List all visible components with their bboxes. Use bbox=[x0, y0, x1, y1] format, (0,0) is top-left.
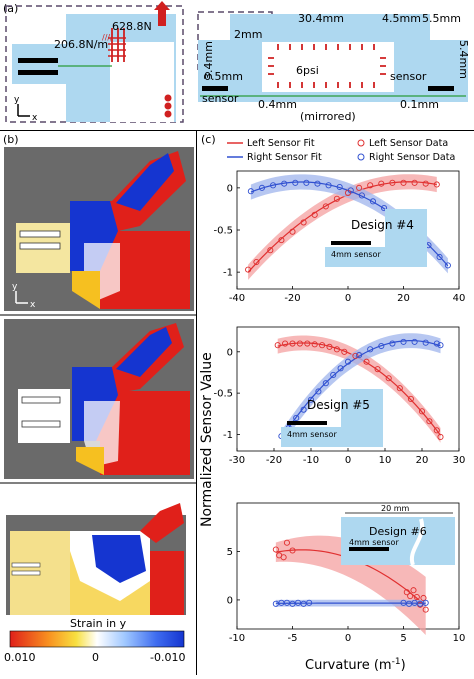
inset-sensor-bar bbox=[287, 421, 327, 425]
chart-1: -40 -20 0 20 40 0 -0.5 -1 Design #4 4mm sensor bbox=[213, 171, 465, 304]
right-sensor-bar-right bbox=[428, 86, 454, 91]
panel-label-b: (b) bbox=[3, 133, 19, 146]
fem-image-design-5 bbox=[4, 319, 194, 479]
axis-x-label-a: x bbox=[32, 113, 38, 123]
chart-xlabel-end: ) bbox=[401, 658, 406, 673]
chart-xlabel-exp: -1 bbox=[392, 657, 401, 667]
x-tick-label: -20 bbox=[284, 293, 300, 304]
y-tick-label: -1 bbox=[223, 430, 233, 441]
stiffness-label: 206.8N/m bbox=[54, 38, 108, 51]
dim-left-inner: 2mm bbox=[234, 28, 262, 41]
sensor-label: 4mm sensor bbox=[349, 538, 399, 547]
x-tick-label: 10 bbox=[379, 455, 392, 466]
panel-b-figure: (b) y x bbox=[0, 131, 196, 675]
colorbar bbox=[10, 631, 184, 647]
x-tick-label: -10 bbox=[229, 633, 245, 644]
axis-triad-a bbox=[18, 104, 30, 116]
left-schematic-cutout bbox=[110, 42, 174, 122]
design-label: Design #5 bbox=[307, 398, 370, 412]
x-tick-label: 10 bbox=[453, 633, 466, 644]
panel-a: (a) //// 628.8N 206.8N/m y x bbox=[0, 0, 474, 128]
fem-image-design-4 bbox=[4, 147, 194, 311]
x-tick-label: 5 bbox=[400, 633, 406, 644]
y-tick-label: -0.5 bbox=[213, 389, 233, 400]
axis-y-label-b: y bbox=[12, 282, 18, 292]
x-tick-label: 0 bbox=[345, 293, 351, 304]
dim-top-right-a: 4.5mm bbox=[382, 12, 421, 25]
panel-b: (b) y x bbox=[0, 130, 197, 675]
y-tick-label: 0 bbox=[227, 347, 233, 358]
design-label: Design #6 bbox=[369, 525, 427, 538]
x-tick-label: -10 bbox=[303, 455, 319, 466]
colorbar-tick-high: 0.010 bbox=[4, 651, 36, 664]
x-tick-label: -20 bbox=[266, 455, 282, 466]
colorbar-tick-zero: 0 bbox=[92, 651, 99, 664]
panel-a-figure: (a) //// 628.8N 206.8N/m y x bbox=[0, 0, 474, 128]
chart-xlabel: Curvature (m-1) bbox=[305, 657, 406, 673]
x-tick-label: -5 bbox=[288, 633, 298, 644]
y-tick-label: 0 bbox=[227, 183, 233, 194]
chart-2: -30 -20 -10 0 10 20 30 0 -0.5 -1 Design #5 4mm sens… bbox=[213, 327, 465, 466]
legend-left-data: Left Sensor Data bbox=[369, 138, 448, 149]
right-sensor-bar-left bbox=[202, 86, 228, 91]
x-tick-label: 30 bbox=[453, 455, 466, 466]
legend-left-fit: Left Sensor Fit bbox=[247, 138, 315, 149]
legend-left-data-swatch bbox=[358, 140, 364, 146]
x-tick-label: -30 bbox=[229, 455, 245, 466]
y-tick-label: 0 bbox=[227, 595, 233, 606]
design-label: Design #4 bbox=[351, 218, 414, 232]
y-tick-label: -0.5 bbox=[213, 226, 233, 237]
x-tick-label: 20 bbox=[397, 293, 410, 304]
legend-right-data: Right Sensor Data bbox=[369, 152, 455, 163]
panel-c: (c) Left Sensor Fit Left Sensor Data Rig… bbox=[197, 130, 474, 675]
colorbar-tick-low: -0.010 bbox=[150, 651, 185, 664]
chart-ylabel: Normalized Sensor Value bbox=[199, 352, 215, 527]
x-tick-label: 40 bbox=[453, 293, 466, 304]
y-tick-label: -1 bbox=[223, 268, 233, 279]
colorbar-title: Strain in y bbox=[70, 617, 127, 630]
dim-top-right-b: 5.5mm bbox=[422, 12, 461, 25]
left-sensor-bar-top bbox=[18, 58, 58, 63]
sensor-label: 4mm sensor bbox=[331, 250, 381, 259]
fem-image-design-6 bbox=[6, 503, 186, 615]
dim-bottom-right: 0.1mm bbox=[400, 98, 439, 111]
mirrored-label: (mirrored) bbox=[300, 110, 356, 123]
dim-bottom-left: 0.4mm bbox=[258, 98, 297, 111]
inset-sensor-bar bbox=[331, 241, 371, 245]
x-tick-label: 0 bbox=[345, 455, 351, 466]
sensor-left-label: sensor bbox=[202, 92, 239, 105]
x-tick-label: 20 bbox=[416, 455, 429, 466]
left-supports bbox=[165, 95, 172, 118]
inset-sensor-bar bbox=[349, 547, 389, 551]
force-label: 628.8N bbox=[112, 20, 152, 33]
legend-right-data-swatch bbox=[358, 154, 364, 160]
sensor-label: 4mm sensor bbox=[287, 430, 337, 439]
panel-label-c: (c) bbox=[201, 133, 216, 146]
pressure-label: 6psi bbox=[296, 64, 319, 77]
y-tick-label: 5 bbox=[227, 547, 233, 558]
axis-y-label-a: y bbox=[14, 95, 20, 105]
force-arrow-up bbox=[158, 8, 166, 26]
dim-sensor-gap: 0.5mm bbox=[204, 70, 243, 83]
legend: Left Sensor Fit Left Sensor Data Right S… bbox=[227, 138, 455, 163]
dim-right-height: 5.4mm bbox=[457, 40, 470, 79]
dim-top: 30.4mm bbox=[298, 12, 344, 25]
chart-xlabel-text: Curvature (m bbox=[305, 658, 392, 673]
panel-c-figure: (c) Left Sensor Fit Left Sensor Data Rig… bbox=[197, 131, 474, 675]
left-sensor-bar-bottom bbox=[18, 70, 58, 75]
x-tick-label: -40 bbox=[229, 293, 245, 304]
x-tick-label: 0 bbox=[345, 633, 351, 644]
dim-label: 20 mm bbox=[381, 504, 410, 513]
sensor-right-label: sensor bbox=[390, 70, 427, 83]
legend-right-fit: Right Sensor Fit bbox=[247, 152, 322, 163]
axis-x-label-b: x bbox=[30, 300, 36, 310]
